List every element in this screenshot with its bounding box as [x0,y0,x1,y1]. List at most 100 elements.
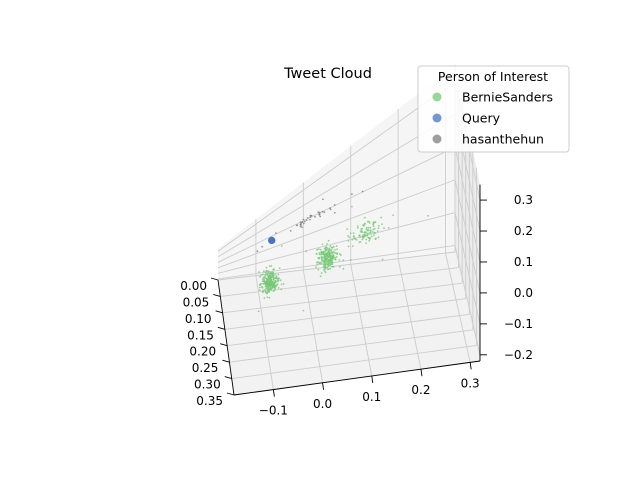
grid-line [397,258,422,370]
berniesanders-point [329,260,332,263]
hasanthehun-point [275,232,277,235]
x-tick-label: 0.05 [183,295,210,309]
berniesanders-point [330,250,333,253]
hasanthehun-point [309,218,311,221]
y-tick-label: 0.1 [362,390,381,404]
hasanthehun-point [314,215,316,218]
berniesanders-point [318,252,321,254]
berniesanders-point [323,261,325,264]
berniesanders-point [361,238,364,241]
berniesanders-point [367,229,370,232]
berniesanders-point [276,279,279,282]
berniesanders-point [326,257,328,259]
berniesanders-point [316,263,319,266]
berniesanders-point [266,296,269,299]
berniesanders-point [263,280,266,283]
berniesanders-point [268,285,271,288]
berniesanders-point [305,250,307,253]
berniesanders-point [262,291,264,294]
axis-ticks [210,199,487,397]
berniesanders-point [271,283,273,285]
legend-label: hasanthehun [462,132,544,147]
berniesanders-point [321,243,324,246]
berniesanders-point [264,289,266,291]
grid-line [229,329,473,363]
berniesanders-point [272,283,275,286]
grid-line [224,298,466,330]
berniesanders-point [376,230,379,232]
berniesanders-point [331,265,333,268]
berniesanders-point [360,229,363,232]
berniesanders-point [377,227,380,230]
berniesanders-point [334,249,336,251]
berniesanders-point [264,274,267,277]
berniesanders-point [272,278,275,281]
berniesanders-point [267,270,270,272]
berniesanders-point [356,225,359,227]
hasanthehun-point [329,207,331,210]
y-tick-mark [371,375,374,384]
berniesanders-point [266,292,268,295]
grid-line [445,253,471,363]
grid-line [350,264,373,377]
hasanthehun-point [303,220,306,223]
berniesanders-point [366,220,369,223]
berniesanders-point [373,227,376,230]
berniesanders-point [260,283,263,285]
hasanthehun-point [319,215,322,218]
berniesanders-point [315,261,318,264]
berniesanders-point [369,232,372,234]
berniesanders-point [271,274,274,277]
berniesanders-point [327,251,329,254]
berniesanders-point [374,238,377,241]
berniesanders-point [270,278,272,281]
berniesanders-point [259,275,261,278]
berniesanders-point [268,272,270,274]
berniesanders-point [266,273,268,275]
berniesanders-point [367,226,370,229]
berniesanders-point [270,289,272,291]
berniesanders-point [365,226,368,229]
berniesanders-point [373,231,376,234]
berniesanders-point [324,250,327,252]
hasanthehun-point [318,213,321,216]
berniesanders-point [271,280,274,283]
berniesanders-point [258,271,260,273]
berniesanders-point [277,287,280,289]
berniesanders-point [363,235,365,238]
berniesanders-point [316,248,319,251]
berniesanders-point [331,255,334,258]
berniesanders-point [260,274,262,277]
grid-line [217,146,456,263]
grid-line [454,245,481,355]
berniesanders-point [321,252,323,255]
berniesanders-point [334,258,336,261]
berniesanders-point [275,285,277,288]
berniesanders-point [370,235,373,238]
berniesanders-point [318,253,321,256]
berniesanders-point [335,245,338,248]
berniesanders-point [258,286,261,289]
hasanthehun-point [309,216,312,219]
berniesanders-point [347,245,350,248]
berniesanders-point [342,267,345,270]
berniesanders-point [265,288,267,290]
berniesanders-point [266,281,268,284]
hasanthehun-point [333,204,336,206]
floor-pane [218,252,480,395]
berniesanders-point [271,271,273,273]
berniesanders-point [336,253,338,256]
berniesanders-point [265,277,268,280]
z-tick-label: 0.1 [514,255,533,269]
berniesanders-point [266,270,269,273]
berniesanders-point [368,237,371,240]
berniesanders-point [340,254,342,256]
berniesanders-point [266,284,269,286]
berniesanders-point [362,224,365,227]
legend-marker [432,113,442,123]
hasanthehun-point [333,211,336,214]
berniesanders-point [261,280,264,283]
berniesanders-point [262,273,264,276]
chart-title: Tweet Cloud [283,66,372,82]
berniesanders-point [351,238,354,241]
